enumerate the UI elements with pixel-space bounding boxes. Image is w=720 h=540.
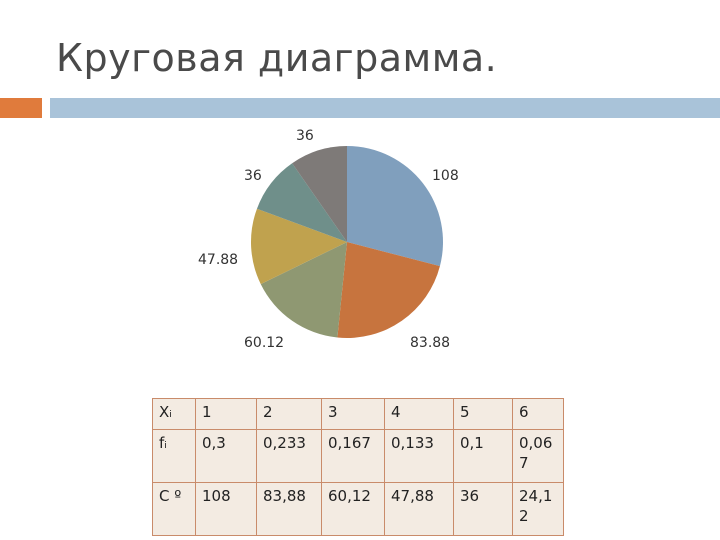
- table-cell: 5: [453, 398, 513, 430]
- table-cell: 24,1 2: [512, 482, 564, 536]
- table-cell: 83,88: [256, 482, 322, 536]
- table-cell: 0,167: [321, 429, 385, 483]
- table-row: C º 108 83,88 60,12 47,88 36 24,1 2: [152, 482, 564, 536]
- page-title: Круговая диаграмма.: [56, 36, 498, 80]
- pie-slice-3: [260, 242, 347, 338]
- table-cell: 1: [195, 398, 257, 430]
- table-cell: 2: [256, 398, 322, 430]
- table-cell: 0,133: [384, 429, 454, 483]
- table-cell: 3: [321, 398, 385, 430]
- table-cell: 4: [384, 398, 454, 430]
- table-cell: 47,88: [384, 482, 454, 536]
- pie-slice-label-2: 83.88: [410, 335, 450, 351]
- pie-slice-label-3: 60.12: [244, 335, 284, 351]
- accent-bar-blue: [50, 98, 720, 118]
- table-cell: 0,3: [195, 429, 257, 483]
- table-cell: 36: [453, 482, 513, 536]
- pie-slice-2: [337, 242, 440, 338]
- pie-slice-label-4: 47.88: [198, 252, 238, 268]
- pie-slice-4: [251, 208, 347, 285]
- table-cell: 0,1: [453, 429, 513, 483]
- table-row: Xᵢ 1 2 3 4 5 6: [152, 398, 564, 430]
- table-cell: 0,06 7: [512, 429, 564, 483]
- table-cell: 60,12: [321, 482, 385, 536]
- pie-slice-1: [347, 146, 443, 267]
- pie-chart: 108 83.88 60.12 47.88 36 36: [198, 128, 459, 351]
- pie-slice-6: [292, 146, 347, 242]
- row-header: fᵢ: [152, 429, 196, 483]
- accent-bar-orange: [0, 98, 42, 118]
- pie-slice-label-6: 36: [296, 128, 314, 144]
- table-row: fᵢ 0,3 0,233 0,167 0,133 0,1 0,06 7: [152, 429, 564, 483]
- pie-slice-label-5: 36: [244, 168, 262, 184]
- row-header: Xᵢ: [152, 398, 196, 430]
- pie-slice-label-1: 108: [432, 168, 459, 184]
- pie-slice-5: [256, 163, 347, 242]
- table-cell: 0,233: [256, 429, 322, 483]
- table-cell: 6: [512, 398, 564, 430]
- row-header: C º: [152, 482, 196, 536]
- table-cell: 108: [195, 482, 257, 536]
